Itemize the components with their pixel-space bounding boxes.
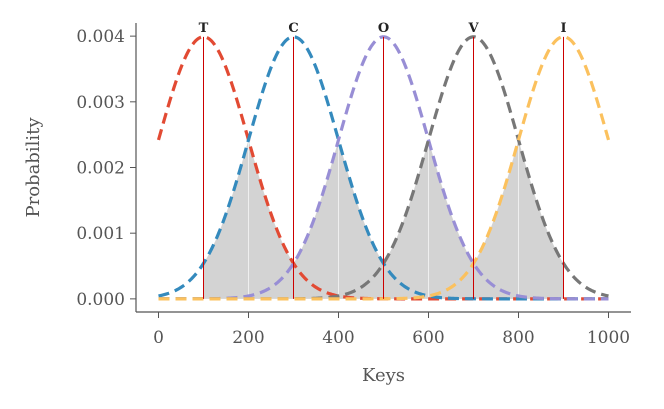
y-tick-label: 0.004 [76,27,125,47]
x-tick-label: 800 [502,328,534,348]
marker-label: T [199,21,209,36]
axes: 0 200 400 600 800 1000 0.000 0.001 0.002 0.003 0.0… [76,23,631,348]
marker-label: O [378,21,389,36]
x-tick-label: 1000 [587,328,630,348]
y-tick-label: 0.001 [76,224,125,244]
x-tick-label: 0 [153,328,164,348]
x-axis-label: Keys [362,365,405,386]
x-tick-label: 600 [412,328,444,348]
y-tick-label: 0.003 [76,93,125,113]
x-tick-label: 400 [322,328,354,348]
y-tick-label: 0.002 [76,159,125,179]
overlap-shading [203,139,564,299]
marker-label: V [467,21,479,36]
x-tick-label: 200 [232,328,264,348]
marker-label: C [288,21,298,36]
y-tick-label: 0.000 [76,290,125,310]
marker-label: I [560,21,566,36]
y-axis-label: Probability [23,117,44,218]
